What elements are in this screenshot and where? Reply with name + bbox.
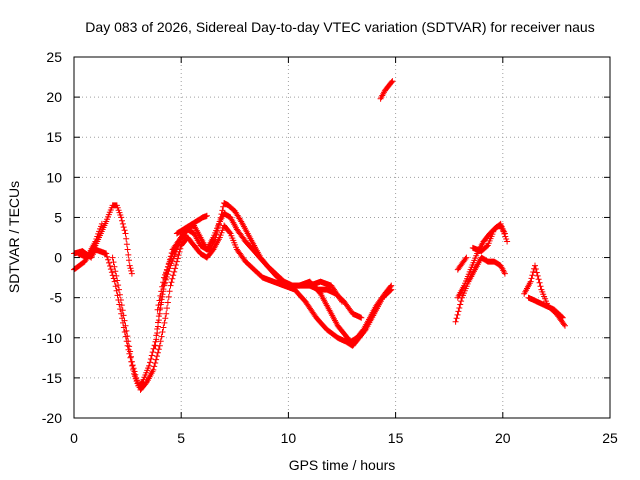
chart-title: Day 083 of 2026, Sidereal Day-to-day VTE…	[85, 19, 594, 35]
plot-frame	[73, 56, 611, 419]
series-sat-m	[469, 220, 511, 255]
series-sat-i	[377, 78, 396, 102]
x-tick-label: 25	[602, 430, 618, 446]
y-tick-labels: -20 -15 -10 -5 0 5 10 15 20 25	[42, 49, 62, 426]
data-point-marks	[454, 254, 470, 273]
y-tick-label: 10	[46, 169, 62, 185]
x-tick-label: 5	[177, 430, 185, 446]
y-tick-label: 5	[54, 209, 62, 225]
data-point-marks	[71, 202, 135, 277]
data-point-marks	[306, 278, 345, 305]
y-axis-label: SDTVAR / TECUs	[6, 181, 22, 293]
series-sat-a	[71, 202, 135, 277]
y-tick-label: 0	[54, 250, 62, 266]
x-tick-label: 0	[70, 430, 78, 446]
series-sat-g	[173, 212, 210, 237]
data-point-marks	[75, 220, 105, 261]
x-tick-label: 20	[495, 430, 511, 446]
y-tick-label: 15	[46, 129, 62, 145]
y-tick-label: -5	[50, 290, 63, 306]
data-marks	[71, 78, 568, 393]
y-tick-label: -20	[42, 410, 62, 426]
series-sat-j	[452, 254, 508, 325]
data-point-marks	[469, 220, 511, 255]
x-tick-label: 15	[388, 430, 404, 446]
x-axis-label: GPS time / hours	[289, 457, 396, 473]
data-point-marks	[525, 294, 566, 321]
y-tick-label: -15	[42, 370, 62, 386]
series-sat-c	[75, 220, 105, 261]
data-point-marks	[173, 212, 210, 237]
x-tick-label: 10	[281, 430, 297, 446]
x-tick-labels: 0 5 10 15 20 25	[70, 430, 618, 446]
y-tick-label: 25	[46, 49, 62, 65]
series-sat-o	[525, 294, 566, 321]
y-tick-label: -10	[42, 330, 62, 346]
series-sat-l	[454, 254, 470, 273]
data-point-marks	[452, 254, 508, 325]
y-tick-label: 20	[46, 89, 62, 105]
data-point-marks	[377, 78, 396, 102]
series-sat-h	[306, 278, 345, 305]
